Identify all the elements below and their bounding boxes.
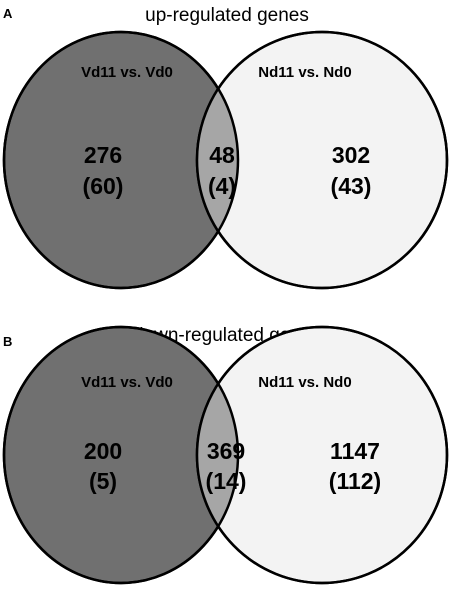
panel-b-overlap-count: 369 bbox=[207, 438, 245, 464]
panel-a-left-outline bbox=[2, 30, 240, 290]
panel-b-left-only-count: 200 bbox=[84, 438, 122, 464]
panel-a-left-only-sub: (60) bbox=[83, 173, 124, 199]
panel-b-left-outline bbox=[2, 325, 240, 585]
panel-b-right-only-count: 1147 bbox=[330, 438, 380, 464]
panel-b: B down-regulated genes Vd11 vs. Vd0 Nd11… bbox=[2, 325, 449, 585]
panel-a-label: A bbox=[3, 6, 13, 21]
panel-a-overlap-sub: (4) bbox=[208, 173, 236, 199]
panel-a-right-set-label: Nd11 vs. Nd0 bbox=[258, 64, 351, 81]
panel-a: A up-regulated genes Vd11 vs. Vd0 Nd11 v… bbox=[2, 5, 449, 290]
panel-a-title: up-regulated genes bbox=[145, 5, 309, 26]
panel-b-overlap-sub: (14) bbox=[206, 468, 247, 494]
panel-a-overlap-count: 48 bbox=[209, 142, 235, 168]
panel-b-right-set-label: Nd11 vs. Nd0 bbox=[258, 374, 351, 391]
panel-b-right-only-sub: (112) bbox=[329, 468, 381, 494]
panel-a-right-only-count: 302 bbox=[332, 142, 370, 168]
panel-a-right-only-sub: (43) bbox=[331, 173, 372, 199]
panel-a-left-set-label: Vd11 vs. Vd0 bbox=[81, 64, 173, 81]
panel-a-left-only-count: 276 bbox=[84, 142, 122, 168]
panel-b-left-set-label: Vd11 vs. Vd0 bbox=[81, 374, 173, 391]
panel-b-label: B bbox=[3, 334, 12, 349]
panel-b-right-outline bbox=[195, 325, 449, 585]
panel-b-left-only-sub: (5) bbox=[89, 468, 117, 494]
panel-a-right-outline bbox=[195, 30, 449, 290]
